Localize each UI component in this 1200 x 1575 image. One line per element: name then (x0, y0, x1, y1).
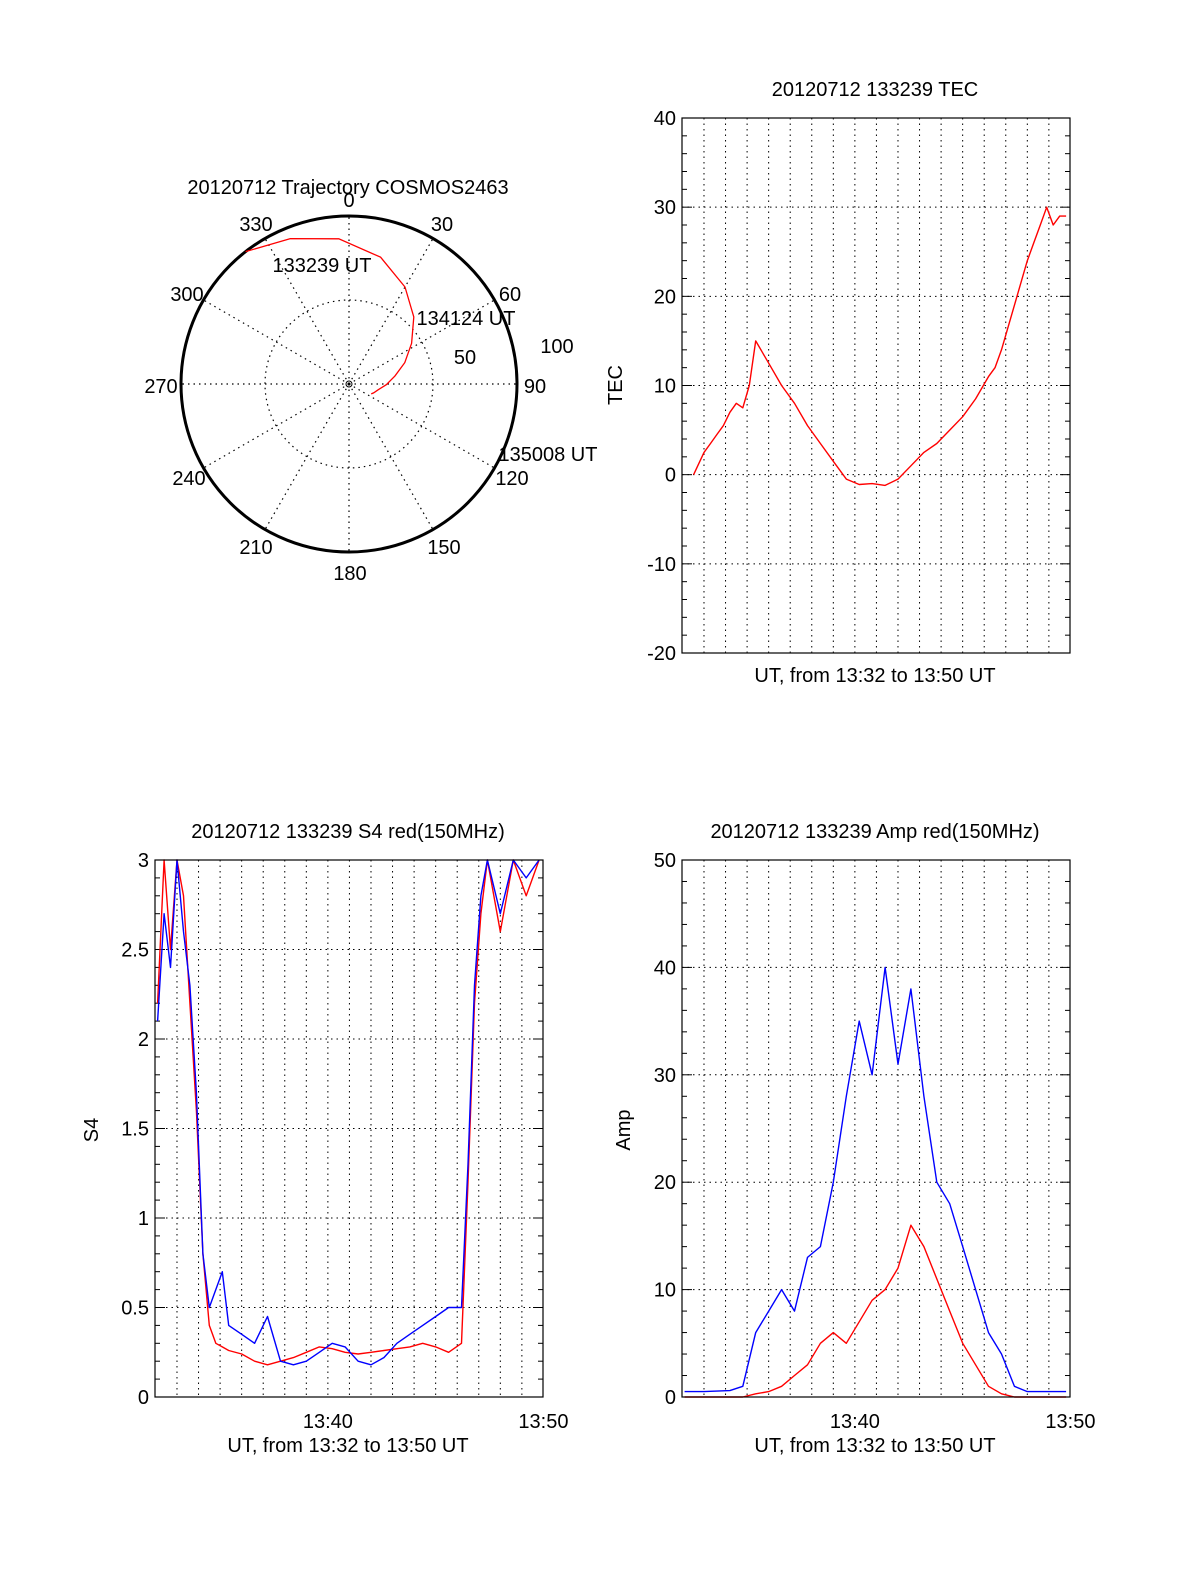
y-tick-label: 1 (138, 1208, 149, 1230)
x-tick-label: 13:50 (518, 1411, 568, 1433)
polar-grid-spoke (348, 238, 434, 385)
y-tick-label: -20 (647, 643, 676, 665)
x-tick-label: 13:40 (830, 1411, 880, 1433)
polar-azimuth-label: 120 (495, 468, 528, 490)
polar-grid-spoke (348, 299, 495, 385)
trajectory-title: 20120712 Trajectory COSMOS2463 (187, 177, 508, 199)
y-tick-label: 20 (654, 1172, 676, 1194)
y-tick-label: 1.5 (121, 1119, 149, 1141)
polar-grid-spoke (203, 299, 350, 385)
polar-azimuth-label: 150 (427, 537, 460, 559)
amp-series-blue (684, 966, 1067, 1393)
plot-frame (154, 859, 544, 1398)
tec-series-red (692, 206, 1067, 487)
amp-xlabel: UT, from 13:32 to 13:50 UT (754, 1435, 995, 1457)
y-tick-label: 10 (654, 1280, 676, 1302)
y-tick-label: 0.5 (121, 1298, 149, 1320)
amp-ylabel: Amp (613, 1109, 635, 1150)
trajectory-annotation: 134124 UT (417, 308, 516, 330)
s4-ylabel: S4 (81, 1118, 103, 1142)
polar-azimuth-label: 30 (431, 214, 453, 236)
y-tick-label: 2 (138, 1029, 149, 1051)
y-tick-label: 0 (665, 465, 676, 487)
polar-elevation-label: 50 (454, 347, 476, 369)
polar-azimuth-label: 300 (170, 284, 203, 306)
polar-elevation-label: 100 (540, 336, 573, 358)
s4-chart: 20120712 133239 S4 red(150MHz) UT, from … (81, 821, 568, 1457)
s4-xlabel: UT, from 13:32 to 13:50 UT (227, 1435, 468, 1457)
trajectory-polar-chart: 20120712 Trajectory COSMOS2463 0 30 60 90 12… (144, 177, 597, 585)
y-tick-label: 40 (654, 957, 676, 979)
polar-azimuth-label: 180 (333, 563, 366, 585)
polar-azimuth-label: 210 (239, 537, 272, 559)
amp-title: 20120712 133239 Amp red(150MHz) (710, 821, 1039, 843)
y-tick-label: -10 (647, 554, 676, 576)
amp-series-red (684, 1224, 1067, 1398)
y-tick-label: 0 (138, 1387, 149, 1409)
polar-azimuth-label: 0 (343, 190, 354, 212)
polar-grid-spoke (348, 383, 495, 469)
y-tick-label: 10 (654, 376, 676, 398)
s4-series-blue (156, 859, 540, 1366)
s4-series-red (156, 859, 540, 1366)
polar-center-marker (345, 380, 353, 388)
y-tick-label: 30 (654, 1065, 676, 1087)
tec-chart: 20120712 133239 TEC UT, from 13:32 to 13… (605, 79, 1071, 687)
amp-chart: 20120712 133239 Amp red(150MHz) UT, from… (613, 821, 1095, 1457)
polar-azimuth-label: 240 (172, 468, 205, 490)
tec-title: 20120712 133239 TEC (772, 79, 978, 101)
y-tick-label: 50 (654, 850, 676, 872)
y-tick-label: 30 (654, 197, 676, 219)
y-tick-label: 0 (665, 1387, 676, 1409)
polar-azimuth-label: 330 (239, 214, 272, 236)
y-tick-label: 3 (138, 850, 149, 872)
polar-grid-spoke (203, 383, 350, 469)
y-tick-label: 40 (654, 108, 676, 130)
x-tick-label: 13:40 (303, 1411, 353, 1433)
polar-azimuth-label: 270 (144, 376, 177, 398)
x-tick-label: 13:50 (1045, 1411, 1095, 1433)
polar-outer-ring (179, 214, 519, 554)
tec-xlabel: UT, from 13:32 to 13:50 UT (754, 665, 995, 687)
polar-grid-spoke (264, 383, 350, 530)
plot-frame (681, 117, 1071, 654)
trajectory-annotation: 135008 UT (499, 444, 598, 466)
trajectory-annotation: 133239 UT (273, 255, 372, 277)
plot-frame (681, 859, 1071, 1398)
tec-ylabel: TEC (605, 365, 627, 405)
y-tick-label: 20 (654, 286, 676, 308)
trajectory-line (245, 237, 415, 395)
y-tick-label: 2.5 (121, 940, 149, 962)
polar-grid-spoke (348, 383, 434, 530)
s4-title: 20120712 133239 S4 red(150MHz) (191, 821, 505, 843)
polar-grid-spoke (264, 238, 350, 385)
polar-azimuth-label: 90 (524, 376, 546, 398)
polar-azimuth-label: 60 (499, 284, 521, 306)
